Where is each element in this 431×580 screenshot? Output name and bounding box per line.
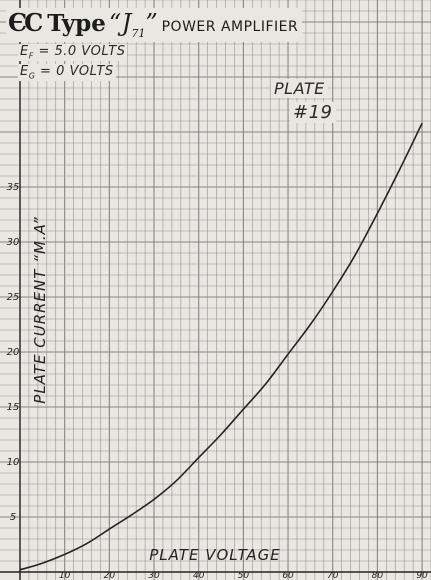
y-tick-label: 20 [7,347,20,358]
y-axis-label: PLATE CURRENT “M.A” [31,216,49,403]
x-tick-label: 20 [104,571,116,580]
y-tick-label: 35 [7,182,20,193]
y-tick-label: 30 [7,237,20,248]
plate-number: #19 [290,102,336,123]
grid-subscript: G [28,71,36,81]
title-amplifier-label: POWER AMPLIFIER [161,19,299,35]
series-layer [19,122,423,571]
x-tick-label: 70 [327,571,339,580]
grid-value: = 0 VOLTS [35,64,114,79]
ticks-layer: 10 20 30 40 50 60 70 80 90 5 10 15 20 25 30 35 [7,182,428,580]
x-axis-label: PLATE VOLTAGE [149,546,281,564]
y-tick-label: 10 [7,457,20,468]
x-tick-label: 10 [59,571,71,580]
title-model-prefix: “J [108,9,132,37]
plate-current-curve [19,122,423,571]
grid-voltage-note: EG = 0 VOLTS [18,64,116,81]
x-tick-label: 50 [238,571,250,580]
x-tick-label: 30 [148,571,160,580]
manufacturer-logo: ЄC [8,8,43,37]
x-tick-label: 80 [372,571,384,580]
y-tick-label: 25 [7,292,20,303]
y-tick-label: 5 [10,512,16,523]
title-model-suffix: ” [145,9,158,37]
chart-title: ЄC Type “J71” POWER AMPLIFIER [6,8,303,42]
plate-label: PLATE [271,79,328,98]
title-model: “J71” [109,9,158,40]
y-tick-label: 15 [7,402,20,413]
title-type-word: Type [47,10,106,37]
filament-voltage-note: EF = 5.0 VOLTS [18,44,128,61]
filament-symbol: E [20,44,29,59]
filament-subscript: F [28,51,34,61]
grid-symbol: E [20,64,29,79]
title-model-number: 71 [131,26,146,40]
x-tick-label: 90 [416,571,428,580]
axis-labels-layer: PLATE VOLTAGE PLATE CURRENT “M.A” [31,216,281,564]
x-tick-label: 60 [282,571,294,580]
filament-value: = 5.0 VOLTS [33,44,126,59]
x-tick-label: 40 [193,571,205,580]
